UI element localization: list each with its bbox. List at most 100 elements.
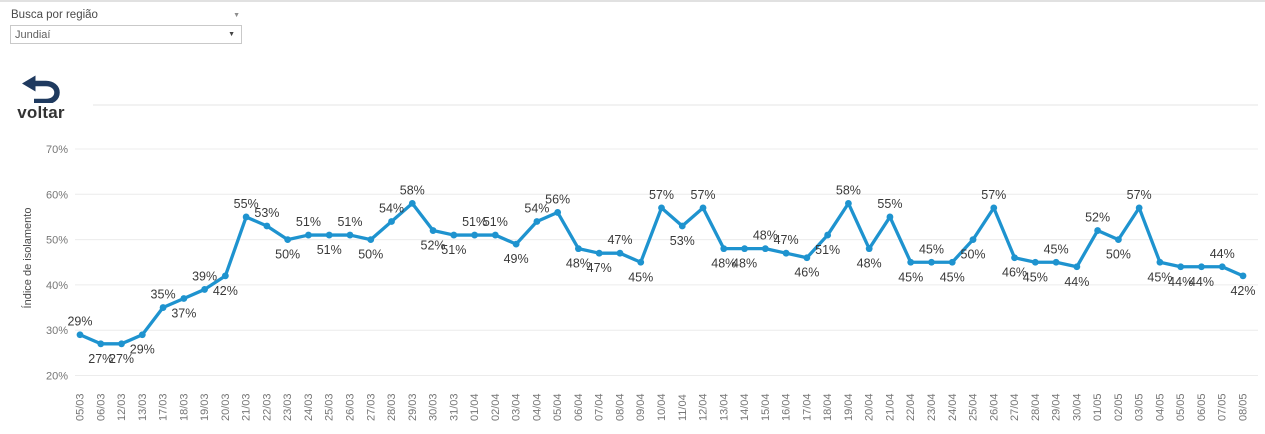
data-point[interactable] (720, 245, 728, 253)
x-tick-label: 20/04 (864, 393, 876, 421)
region-dropdown[interactable]: Jundiaí ▼ (10, 25, 242, 44)
data-point[interactable] (824, 231, 832, 239)
data-point[interactable] (1011, 254, 1018, 262)
data-label: 27% (88, 352, 113, 366)
data-point[interactable] (637, 258, 645, 266)
data-label: 45% (1044, 242, 1069, 256)
data-point[interactable] (201, 286, 209, 293)
data-label: 27% (109, 352, 134, 366)
x-tick-label: 26/04 (988, 393, 1000, 421)
x-tick-label: 01/04 (469, 393, 481, 421)
data-point[interactable] (305, 231, 312, 239)
region-dropdown-value: Jundiaí (15, 28, 51, 41)
x-tick-label: 25/03 (324, 393, 336, 421)
x-tick-label: 24/03 (303, 393, 315, 421)
data-point[interactable] (450, 231, 458, 239)
back-button[interactable]: voltar (8, 75, 74, 123)
data-point[interactable] (741, 245, 748, 253)
x-tick-label: 05/03 (75, 393, 87, 421)
data-label: 45% (940, 270, 965, 284)
data-point[interactable] (1031, 258, 1039, 266)
data-point[interactable] (865, 245, 873, 253)
data-point[interactable] (388, 218, 395, 225)
data-point[interactable] (699, 204, 707, 212)
x-tick-label: 22/04 (905, 393, 917, 421)
data-point[interactable] (761, 245, 769, 253)
data-label: 57% (649, 188, 674, 202)
data-point[interactable] (1135, 204, 1143, 212)
undo-arrow-icon (22, 75, 60, 103)
x-tick-label: 23/04 (926, 393, 938, 421)
x-tick-label: 05/05 (1175, 393, 1187, 421)
data-point[interactable] (803, 254, 811, 262)
data-label: 48% (753, 229, 778, 243)
parameter-title-bar[interactable]: Busca por região ▼ (10, 9, 242, 21)
data-point[interactable] (678, 222, 686, 230)
data-point[interactable] (1177, 263, 1185, 271)
data-label: 37% (171, 306, 196, 320)
data-point[interactable] (575, 245, 582, 253)
data-point[interactable] (118, 340, 125, 348)
x-tick-label: 18/03 (178, 393, 190, 421)
data-point[interactable] (1239, 272, 1247, 280)
data-point[interactable] (1156, 258, 1164, 266)
x-tick-label: 04/04 (531, 393, 543, 421)
data-point[interactable] (346, 231, 354, 239)
data-point[interactable] (180, 295, 188, 302)
data-point[interactable] (221, 272, 229, 280)
data-point[interactable] (928, 258, 935, 266)
data-point[interactable] (491, 231, 499, 239)
data-label: 45% (628, 270, 653, 284)
data-label: 47% (607, 233, 632, 247)
x-tick-label: 11/04 (677, 394, 689, 421)
data-point[interactable] (1218, 263, 1226, 271)
data-point[interactable] (658, 204, 665, 212)
data-label: 46% (794, 266, 819, 280)
x-tick-label: 01/05 (1092, 393, 1104, 421)
data-point[interactable] (533, 218, 541, 225)
y-axis-title: Índice de isolamento (21, 208, 34, 309)
x-tick-label: 19/04 (843, 393, 855, 421)
data-label: 50% (358, 248, 383, 262)
data-label: 56% (545, 192, 570, 206)
data-point[interactable] (948, 258, 956, 266)
data-point[interactable] (1198, 263, 1205, 271)
data-point[interactable] (595, 249, 603, 257)
data-point[interactable] (886, 213, 894, 221)
data-point[interactable] (1052, 258, 1060, 266)
data-point[interactable] (969, 236, 977, 244)
data-label: 42% (1230, 284, 1255, 298)
data-point[interactable] (263, 222, 271, 230)
trend-line[interactable] (78, 201, 1245, 346)
data-point[interactable] (554, 209, 562, 216)
data-point[interactable] (907, 258, 915, 266)
data-point[interactable] (845, 199, 852, 207)
data-point[interactable] (367, 236, 375, 244)
data-point[interactable] (242, 213, 250, 221)
data-label: 29% (67, 315, 92, 329)
data-point[interactable] (284, 236, 292, 244)
data-point[interactable] (429, 227, 437, 234)
data-point[interactable] (471, 231, 478, 239)
data-label: 51% (296, 215, 321, 229)
data-point[interactable] (782, 249, 790, 257)
data-point[interactable] (1073, 263, 1081, 271)
parameter-label: Busca por região (11, 9, 98, 21)
data-point[interactable] (408, 199, 416, 207)
data-point[interactable] (159, 304, 167, 311)
data-point[interactable] (325, 231, 333, 239)
data-point[interactable] (990, 204, 998, 212)
x-tick-label: 17/04 (801, 393, 813, 421)
data-point[interactable] (97, 340, 105, 348)
x-tick-label: 27/04 (1009, 393, 1021, 421)
data-label: 53% (670, 234, 695, 248)
data-point[interactable] (1114, 236, 1122, 244)
data-point[interactable] (76, 331, 84, 339)
parameter-menu-caret-icon[interactable]: ▼ (233, 11, 240, 19)
data-point[interactable] (512, 240, 520, 248)
data-point[interactable] (616, 249, 624, 257)
data-point[interactable] (1094, 227, 1102, 234)
data-label: 44% (1210, 247, 1235, 261)
data-point[interactable] (138, 331, 146, 339)
